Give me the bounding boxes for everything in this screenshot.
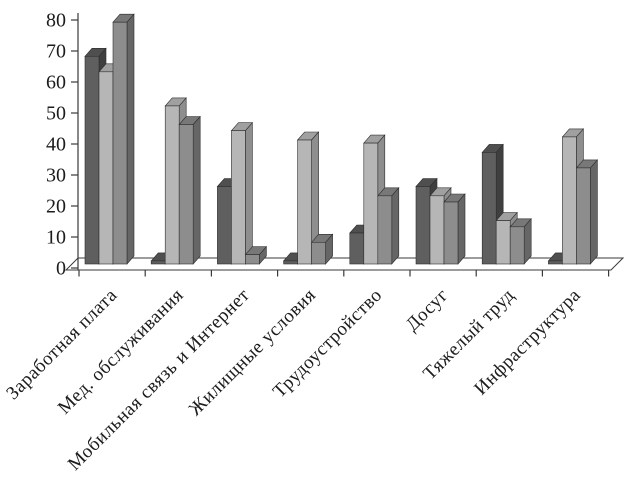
y-axis-tick-label: 30	[46, 165, 66, 187]
y-axis-tick-label: 80	[46, 10, 66, 32]
y-axis-tick-label: 60	[46, 72, 66, 94]
bar	[509, 226, 525, 265]
bar	[349, 232, 365, 265]
bar	[283, 260, 298, 265]
bar-side-face	[192, 115, 201, 265]
bar	[150, 260, 166, 265]
bar-side-face	[126, 13, 135, 265]
bar	[576, 167, 591, 265]
bar-side-face	[457, 193, 466, 265]
y-axis-tick-label: 10	[46, 227, 66, 249]
bar	[429, 195, 445, 265]
y-axis-tick-label: 0	[56, 258, 66, 280]
bar-side-face	[245, 121, 253, 265]
bar	[495, 220, 511, 265]
bar	[481, 152, 497, 265]
bar	[311, 242, 326, 265]
chart-floor	[64, 257, 625, 271]
bar	[164, 105, 180, 265]
bar	[245, 254, 260, 265]
bar-side-face	[523, 218, 532, 265]
bar	[231, 130, 246, 265]
bar	[217, 186, 232, 265]
bar	[443, 201, 459, 265]
y-axis-tick-label: 20	[46, 196, 66, 218]
x-axis-label: Мед. обслуживания	[54, 285, 188, 419]
bar	[562, 136, 577, 265]
y-axis-tick-label: 40	[46, 134, 66, 156]
bar-side-face	[391, 187, 400, 265]
x-axis-label: Жилищные условия	[185, 285, 320, 420]
bar	[363, 142, 379, 265]
x-axis-label: Заработная плата	[2, 285, 121, 404]
x-axis-label: Досуг	[402, 285, 453, 336]
bar	[415, 186, 431, 265]
bar	[178, 124, 194, 265]
y-axis-tick-label: 70	[46, 41, 66, 63]
bar	[548, 260, 563, 265]
bar	[297, 139, 312, 265]
bar	[112, 21, 128, 265]
bar-side-face	[590, 159, 598, 265]
y-axis-tick-label: 50	[46, 103, 66, 125]
bar	[98, 71, 114, 265]
bar	[84, 55, 100, 265]
bar	[377, 195, 393, 265]
